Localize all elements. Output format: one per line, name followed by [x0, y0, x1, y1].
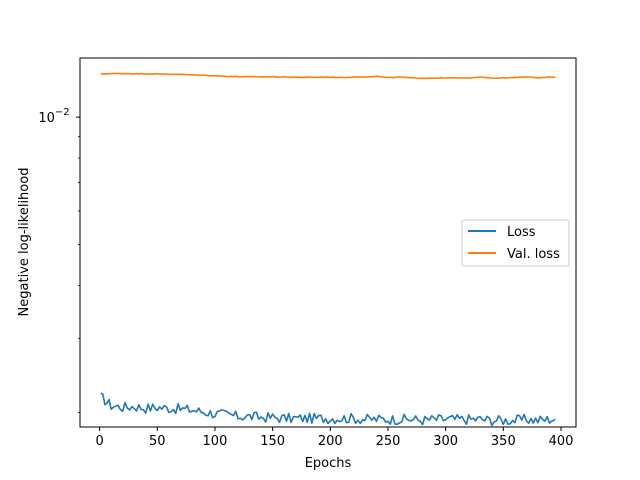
x-tick-label: 200 — [318, 434, 343, 449]
y-axis-ticks: 10−2 — [38, 107, 80, 414]
x-tick-label: 300 — [433, 434, 458, 449]
x-tick-label: 150 — [260, 434, 285, 449]
legend: Loss Val. loss — [461, 219, 570, 267]
x-axis-ticks: 0 50 100 150 200 250 300 350 400 — [95, 427, 573, 449]
series-line-loss — [100, 392, 556, 427]
x-axis-label: Epochs — [305, 456, 352, 471]
series-line-val-loss — [100, 72, 556, 80]
series-layer — [100, 72, 556, 427]
legend-label-val-loss: Val. loss — [507, 247, 560, 262]
legend-label-loss: Loss — [507, 225, 536, 240]
x-tick-label: 250 — [376, 434, 401, 449]
x-tick-label: 350 — [491, 434, 516, 449]
y-tick-label: 10−2 — [38, 107, 69, 126]
x-tick-label: 100 — [203, 434, 228, 449]
plot-frame — [79, 57, 577, 428]
x-tick-label: 400 — [549, 434, 574, 449]
y-axis-label: Negative log-likelihood — [17, 168, 32, 317]
x-tick-label: 50 — [149, 434, 166, 449]
x-tick-label: 0 — [95, 434, 103, 449]
